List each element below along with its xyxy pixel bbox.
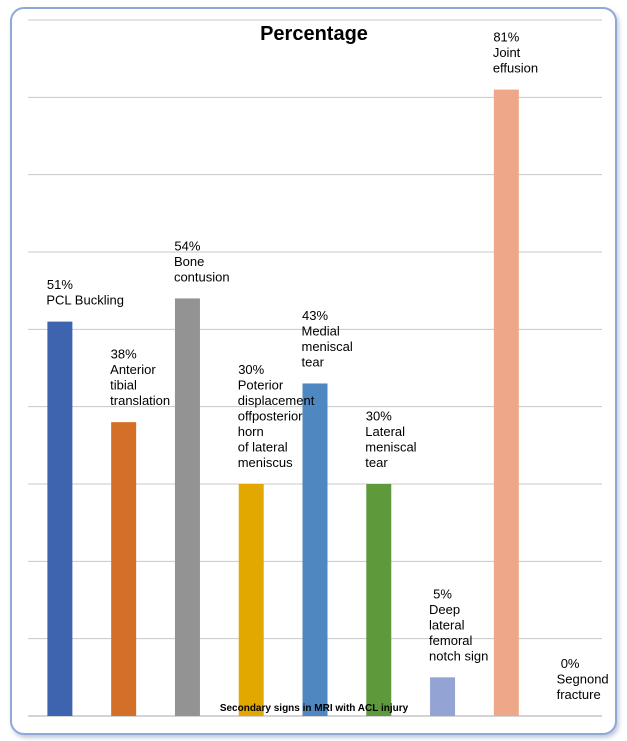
data-label-4: 30% Poterior displacement offposterior horn o… xyxy=(238,362,315,470)
data-label-1: 51% PCL Buckling xyxy=(46,277,124,308)
data-label-3: 54% Bone contusion xyxy=(174,238,230,284)
data-label-7: 5% Deep lateral femoral notch sign xyxy=(429,586,488,663)
chart-title: Percentage xyxy=(260,23,368,45)
bars xyxy=(47,89,519,717)
x-axis-label: Secondary signs in MRI with ACL injury xyxy=(220,703,409,714)
bar-2 xyxy=(111,422,137,716)
data-label-5: 43% Medial meniscal tear xyxy=(302,308,353,370)
data-label-2: 38% Anterior tibial translation xyxy=(110,347,170,409)
bar-3 xyxy=(174,298,200,716)
bar-7 xyxy=(430,677,456,716)
data-labels: 51% PCL Buckling 38% Anterior tibial translat… xyxy=(46,30,608,702)
data-label-9: 0% Segnond fracture xyxy=(557,656,609,702)
bar-8 xyxy=(493,89,519,717)
data-label-8: 81% Joint effusion xyxy=(493,30,538,76)
bar-6 xyxy=(366,484,392,716)
bar-4 xyxy=(238,484,264,716)
data-label-6: 30% Lateral meniscal tear xyxy=(365,409,416,471)
bar-5 xyxy=(302,383,328,716)
bar-1 xyxy=(47,321,73,716)
